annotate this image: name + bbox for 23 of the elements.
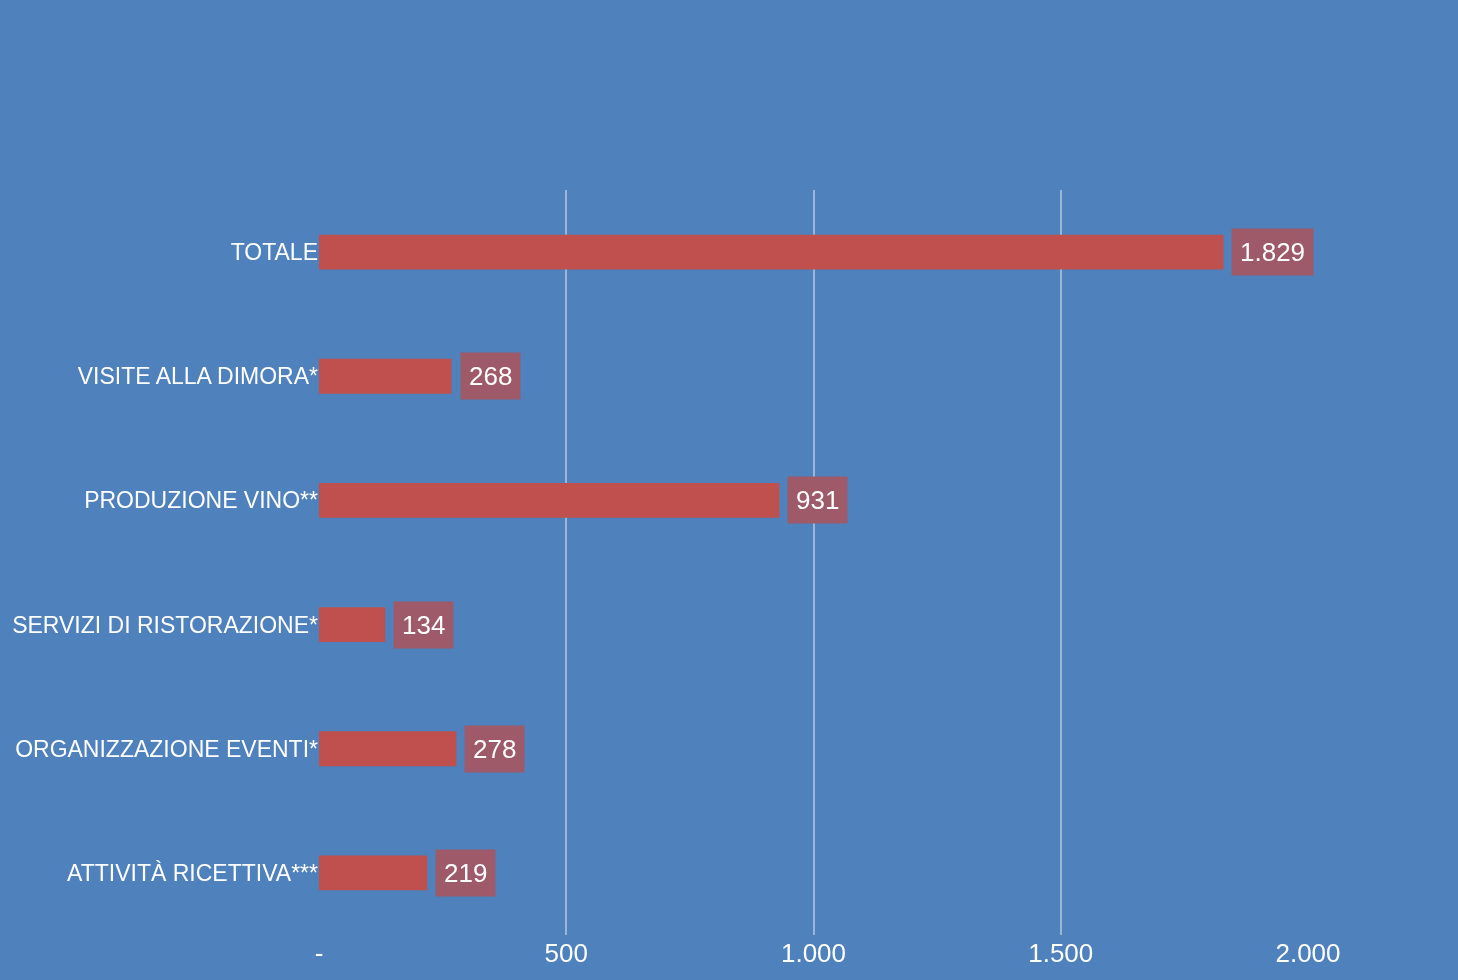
data-label: 931: [796, 485, 840, 515]
bar: [319, 234, 1224, 270]
y-tick-label: ORGANIZZAZIONE EVENTI*: [15, 735, 319, 762]
y-tick-label: SERVIZI DI RISTORAZIONE*: [12, 611, 319, 638]
data-label: 134: [402, 610, 446, 640]
x-tick-label: 1.500: [1028, 938, 1094, 968]
bar: [319, 731, 457, 767]
y-tick-label: ATTIVITÀ RICETTIVA***: [67, 859, 319, 886]
bar: [319, 358, 452, 394]
bar: [319, 607, 386, 642]
x-tick-label: 2.000: [1275, 938, 1341, 968]
y-tick-label: PRODUZIONE VINO**: [84, 487, 319, 514]
y-tick-label: VISITE ALLA DIMORA*: [77, 363, 319, 390]
data-label: 278: [473, 734, 517, 764]
x-tick-label: -: [314, 938, 324, 968]
y-tick-label: TOTALE: [230, 239, 318, 266]
x-tick-label: 500: [544, 938, 588, 968]
data-label: 219: [444, 858, 488, 888]
bar: [319, 855, 428, 891]
bar: [319, 483, 780, 518]
x-tick-label: 1.000: [780, 938, 847, 968]
data-label: 1.829: [1240, 237, 1306, 267]
data-label: 268: [469, 361, 513, 391]
